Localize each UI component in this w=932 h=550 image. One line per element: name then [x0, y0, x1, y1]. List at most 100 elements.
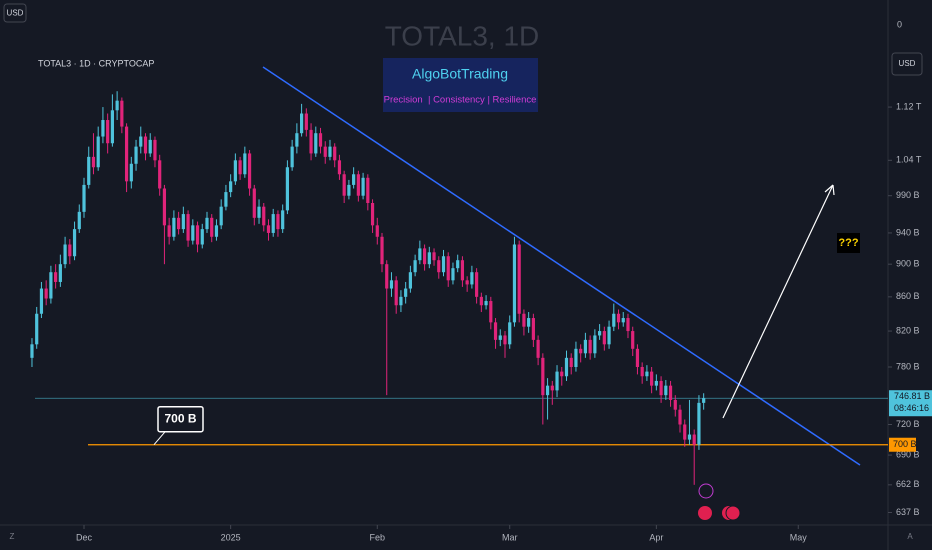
candle-body: [687, 434, 692, 440]
candle-body: [266, 225, 271, 233]
level-tag-label: 700 B: [893, 439, 917, 449]
y-tick-label: 1.12 T: [896, 101, 922, 111]
annotation-box: [837, 233, 860, 253]
candle-body: [574, 348, 578, 367]
candle-body: [626, 318, 630, 332]
candle-body: [262, 206, 266, 226]
candle-body: [475, 272, 479, 297]
symbol-legend: TOTAL3 · 1D · CRYPTOCAP: [38, 58, 154, 68]
candle-body: [30, 344, 34, 358]
candle-body: [517, 244, 521, 314]
projection-arrow: [722, 184, 834, 419]
candle-body: [541, 357, 545, 396]
candle-body: [342, 174, 346, 196]
candle-body: [597, 331, 602, 336]
x-tick-label: Feb: [370, 532, 386, 542]
candle-body: [214, 225, 219, 237]
candle-body: [366, 177, 370, 204]
candle-body: [205, 217, 209, 230]
candle-body: [470, 272, 474, 285]
y-tick-label: 820 B: [896, 325, 920, 335]
candle-body: [555, 371, 559, 391]
brand-tagline: Precision | Consistency | Resilience: [384, 95, 537, 106]
candle-body: [143, 136, 148, 154]
y-tick-label: 1.04 T: [896, 155, 922, 165]
candle-body: [172, 217, 176, 237]
candle-body: [607, 326, 611, 345]
candle-body: [44, 288, 48, 299]
candle-body: [139, 136, 143, 147]
candle-body: [63, 244, 67, 265]
brand-name: AlgoBotTrading: [412, 66, 508, 82]
candle-body: [418, 248, 422, 261]
candle-body: [177, 217, 181, 230]
candle-body: [158, 160, 162, 189]
callout-box: [157, 405, 204, 433]
candle-body: [210, 217, 214, 237]
candle-body: [512, 244, 517, 323]
candle-body: [347, 184, 351, 196]
candle-body: [427, 252, 431, 265]
axis-currency-label[interactable]: USD: [899, 59, 916, 68]
y-tick-label: 720 B: [896, 419, 920, 429]
candle-body: [451, 268, 455, 281]
candle-body: [281, 210, 285, 230]
candle-body: [408, 272, 412, 289]
event-icon[interactable]: [698, 506, 712, 520]
candle-body: [181, 214, 185, 230]
candle-body: [54, 272, 58, 282]
candle-body: [550, 385, 554, 391]
countdown-label: 08:46:16: [894, 403, 929, 413]
candle-body: [385, 264, 389, 289]
candle-body: [318, 133, 323, 147]
candle-body: [465, 280, 469, 285]
last-price-tag: [889, 390, 932, 417]
candle-body: [536, 339, 540, 358]
candle-body: [635, 348, 640, 367]
y-tick-label: 662 B: [896, 479, 920, 489]
candle-body: [413, 260, 417, 273]
candle-body: [380, 236, 384, 265]
candle-body: [650, 371, 654, 386]
candle-body: [167, 225, 171, 237]
candle-body: [290, 146, 294, 168]
candle-body: [257, 206, 261, 218]
currency-button-label[interactable]: USD: [7, 9, 24, 18]
candle-body: [498, 335, 502, 340]
candle-body: [72, 229, 77, 257]
candle-body: [352, 174, 356, 185]
candle-body: [697, 402, 701, 445]
candle-body: [399, 296, 403, 306]
candle-body: [640, 366, 644, 377]
candle-body: [668, 385, 673, 400]
candle-body: [299, 113, 304, 134]
y-tick-label: 690 B: [896, 449, 920, 459]
annotation: ???: [838, 237, 858, 249]
auto-scale-button[interactable]: A: [907, 532, 913, 541]
event-icon[interactable]: [698, 483, 714, 499]
candle-body: [229, 181, 233, 193]
candle-body: [153, 139, 157, 161]
last-price-label: 746.81 B: [894, 391, 930, 401]
level-tag: [889, 437, 916, 452]
candle-body: [579, 348, 583, 354]
candle-body: [593, 335, 597, 354]
candle-body: [309, 129, 313, 154]
trend-line: [262, 66, 861, 466]
candle-body: [91, 156, 96, 168]
currency-button[interactable]: [3, 3, 27, 23]
candle-body: [252, 188, 256, 218]
candle-body: [200, 229, 204, 245]
candle-body: [527, 318, 531, 327]
zoom-button[interactable]: Z: [10, 532, 15, 541]
candle-body: [129, 163, 133, 182]
candle-body: [195, 225, 200, 245]
candle-body: [106, 120, 110, 144]
event-icon[interactable]: [725, 505, 741, 521]
candle-body: [654, 380, 658, 386]
candle-body: [569, 357, 573, 367]
candle-body: [692, 434, 696, 445]
axis-currency-button[interactable]: [891, 52, 923, 76]
candle-body: [96, 136, 100, 168]
candle-body: [361, 177, 365, 196]
